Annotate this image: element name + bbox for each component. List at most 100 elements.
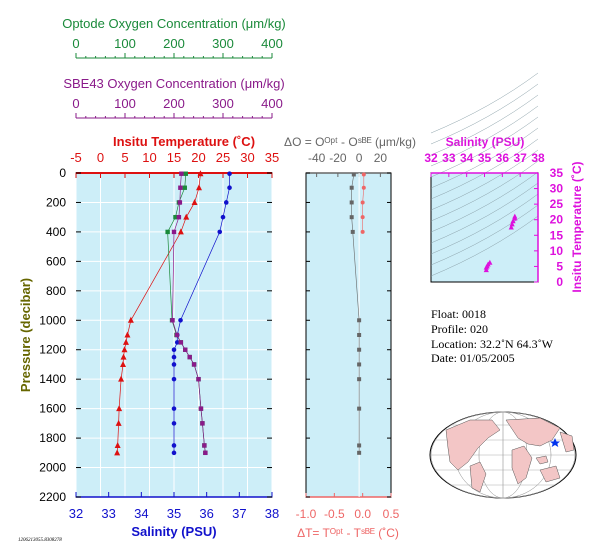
float-info: Float: 0018 Profile: 020 Location: 32.2˚… (431, 307, 554, 365)
delta-o-tick-label: 20 (374, 151, 388, 165)
temperature-tick-label: 5 (121, 150, 128, 165)
ts-salinity-tick-label: 38 (531, 151, 545, 165)
sbe-tick-label: 400 (261, 96, 283, 111)
salinity-line (173, 173, 230, 453)
delta-o-point (351, 172, 356, 177)
delta-t-point (361, 185, 366, 190)
temperature-point (183, 213, 190, 220)
map-landmass (511, 445, 533, 485)
isopycnal-curve (430, 138, 539, 200)
salinity-tick-label: 32 (69, 506, 83, 521)
ts-salinity-label: Salinity (PSU) (446, 135, 525, 149)
sbe-oxygen-point (200, 421, 205, 426)
delta-o-point (357, 450, 362, 455)
salinity-tick-label: 33 (101, 506, 115, 521)
delta-t-tick-label: 0.0 (354, 507, 371, 521)
salinity-tick-label: 36 (199, 506, 213, 521)
delta-o-point (357, 377, 362, 382)
sbe-oxygen-point (174, 332, 180, 338)
sbe-oxygen-point (178, 185, 183, 190)
salinity-point (171, 443, 177, 448)
salinity-axis-label: Salinity (PSU) (131, 524, 216, 539)
sbe-oxygen-point (198, 406, 204, 411)
ts-point (483, 267, 489, 273)
info-profile: Profile: 020 (431, 322, 488, 336)
delta-t-tick-label: 0.5 (383, 507, 400, 521)
temperature-point (120, 360, 127, 367)
optode-oxygen-axis: Optode Oxygen Concentration (μm/kg) 0 100… (62, 16, 286, 59)
delta-o-point (357, 406, 362, 411)
sbe-tick-label: 200 (163, 96, 185, 111)
temperature-point (121, 346, 128, 353)
pressure-tick-label: 2000 (39, 461, 66, 475)
delta-o-point (357, 333, 362, 337)
sbe-oxygen-point (176, 214, 182, 220)
delta-o-tick-label: -40 (308, 151, 326, 165)
temperature-tick-label: 15 (167, 150, 181, 165)
ts-temperature-tick-label: 25 (550, 197, 564, 211)
temperature-point (120, 353, 127, 360)
sbe-oxygen-point (171, 229, 177, 235)
isopycnal-curve (430, 171, 539, 233)
pressure-tick-label: 1000 (39, 313, 66, 327)
salinity-point (171, 347, 177, 353)
ts-point (509, 221, 515, 227)
pressure-tick-label: 1200 (39, 343, 66, 357)
optode-tick-label: 100 (114, 36, 136, 51)
ts-salinity-tick-label: 32 (424, 151, 438, 165)
optode-tick-label: 400 (261, 36, 283, 51)
sbe-oxygen-point (170, 318, 175, 323)
temperature-tick-label: -5 (70, 150, 82, 165)
ts-temperature-tick-label: 5 (556, 259, 563, 273)
sbe-axis-label: SBE43 Oxygen Concentration (μm/kg) (63, 76, 284, 91)
delta-o-axis-label: ΔO = Oᴼᵖᵗ - Oˢᴮᴱ (μm/kg) (284, 135, 416, 149)
optode-oxygen-point (165, 229, 170, 235)
delta-t-point (360, 229, 365, 234)
float-location-star-icon (550, 438, 560, 447)
map-landmass (445, 419, 501, 471)
salinity-tick-label: 37 (232, 506, 246, 521)
temperature-tick-label: 20 (191, 150, 205, 165)
salinity-point (171, 450, 177, 456)
delta-o-tick-label: 0 (356, 151, 363, 165)
temperature-point (122, 338, 129, 345)
salinity-point (171, 376, 177, 382)
delta-t-axis-label: ΔT= Tᴼᵖᵗ - Tˢᴮᴱ (˚C) (297, 526, 399, 540)
delta-o-point (349, 200, 354, 205)
pressure-tick-label: 1400 (39, 372, 66, 386)
salinity-tick-label: 34 (134, 506, 148, 521)
optode-oxygen-point (173, 214, 178, 220)
temperature-axis-label: Insitu Temperature (˚C) (113, 134, 255, 149)
temperature-point (191, 198, 198, 205)
salinity-point (171, 362, 177, 367)
ts-salinity-tick-label: 37 (513, 151, 527, 165)
delta-o-tick-label: -20 (329, 151, 347, 165)
ts-salinity-tick-label: 36 (496, 151, 510, 165)
temperature-point (114, 441, 121, 448)
pressure-tick-label: 2200 (39, 490, 66, 504)
isopycnal-curve (430, 83, 539, 145)
optode-oxygen-point (182, 185, 187, 190)
sbe-oxygen-point (203, 450, 208, 456)
optode-tick-label: 0 (72, 36, 79, 51)
ts-point (510, 218, 516, 224)
ts-point (508, 224, 514, 230)
sbe-oxygen-line (172, 173, 206, 453)
temperature-tick-label: 25 (216, 150, 230, 165)
temperature-point (116, 405, 123, 412)
map-landmass (469, 461, 487, 493)
sbe-oxygen-point (191, 362, 197, 367)
isopycnal-curve (430, 72, 539, 134)
delta-t-point (360, 200, 365, 205)
optode-axis-label: Optode Oxygen Concentration (μm/kg) (62, 16, 286, 31)
isopycnal-curve (430, 127, 539, 189)
delta-o-point (357, 347, 362, 352)
salinity-point (171, 354, 177, 360)
pressure-tick-label: 1800 (39, 431, 66, 445)
pressure-axis-label: Pressure (decibar) (18, 278, 33, 392)
isopycnal-curve (430, 105, 539, 167)
salinity-point (171, 406, 177, 411)
pressure-tick-label: 1600 (39, 402, 66, 416)
delta-t-tick-label: -0.5 (324, 507, 345, 521)
main-profile-panel: Insitu Temperature (˚C) -5 0 5 10 15 20 25 30 35… (18, 134, 279, 539)
